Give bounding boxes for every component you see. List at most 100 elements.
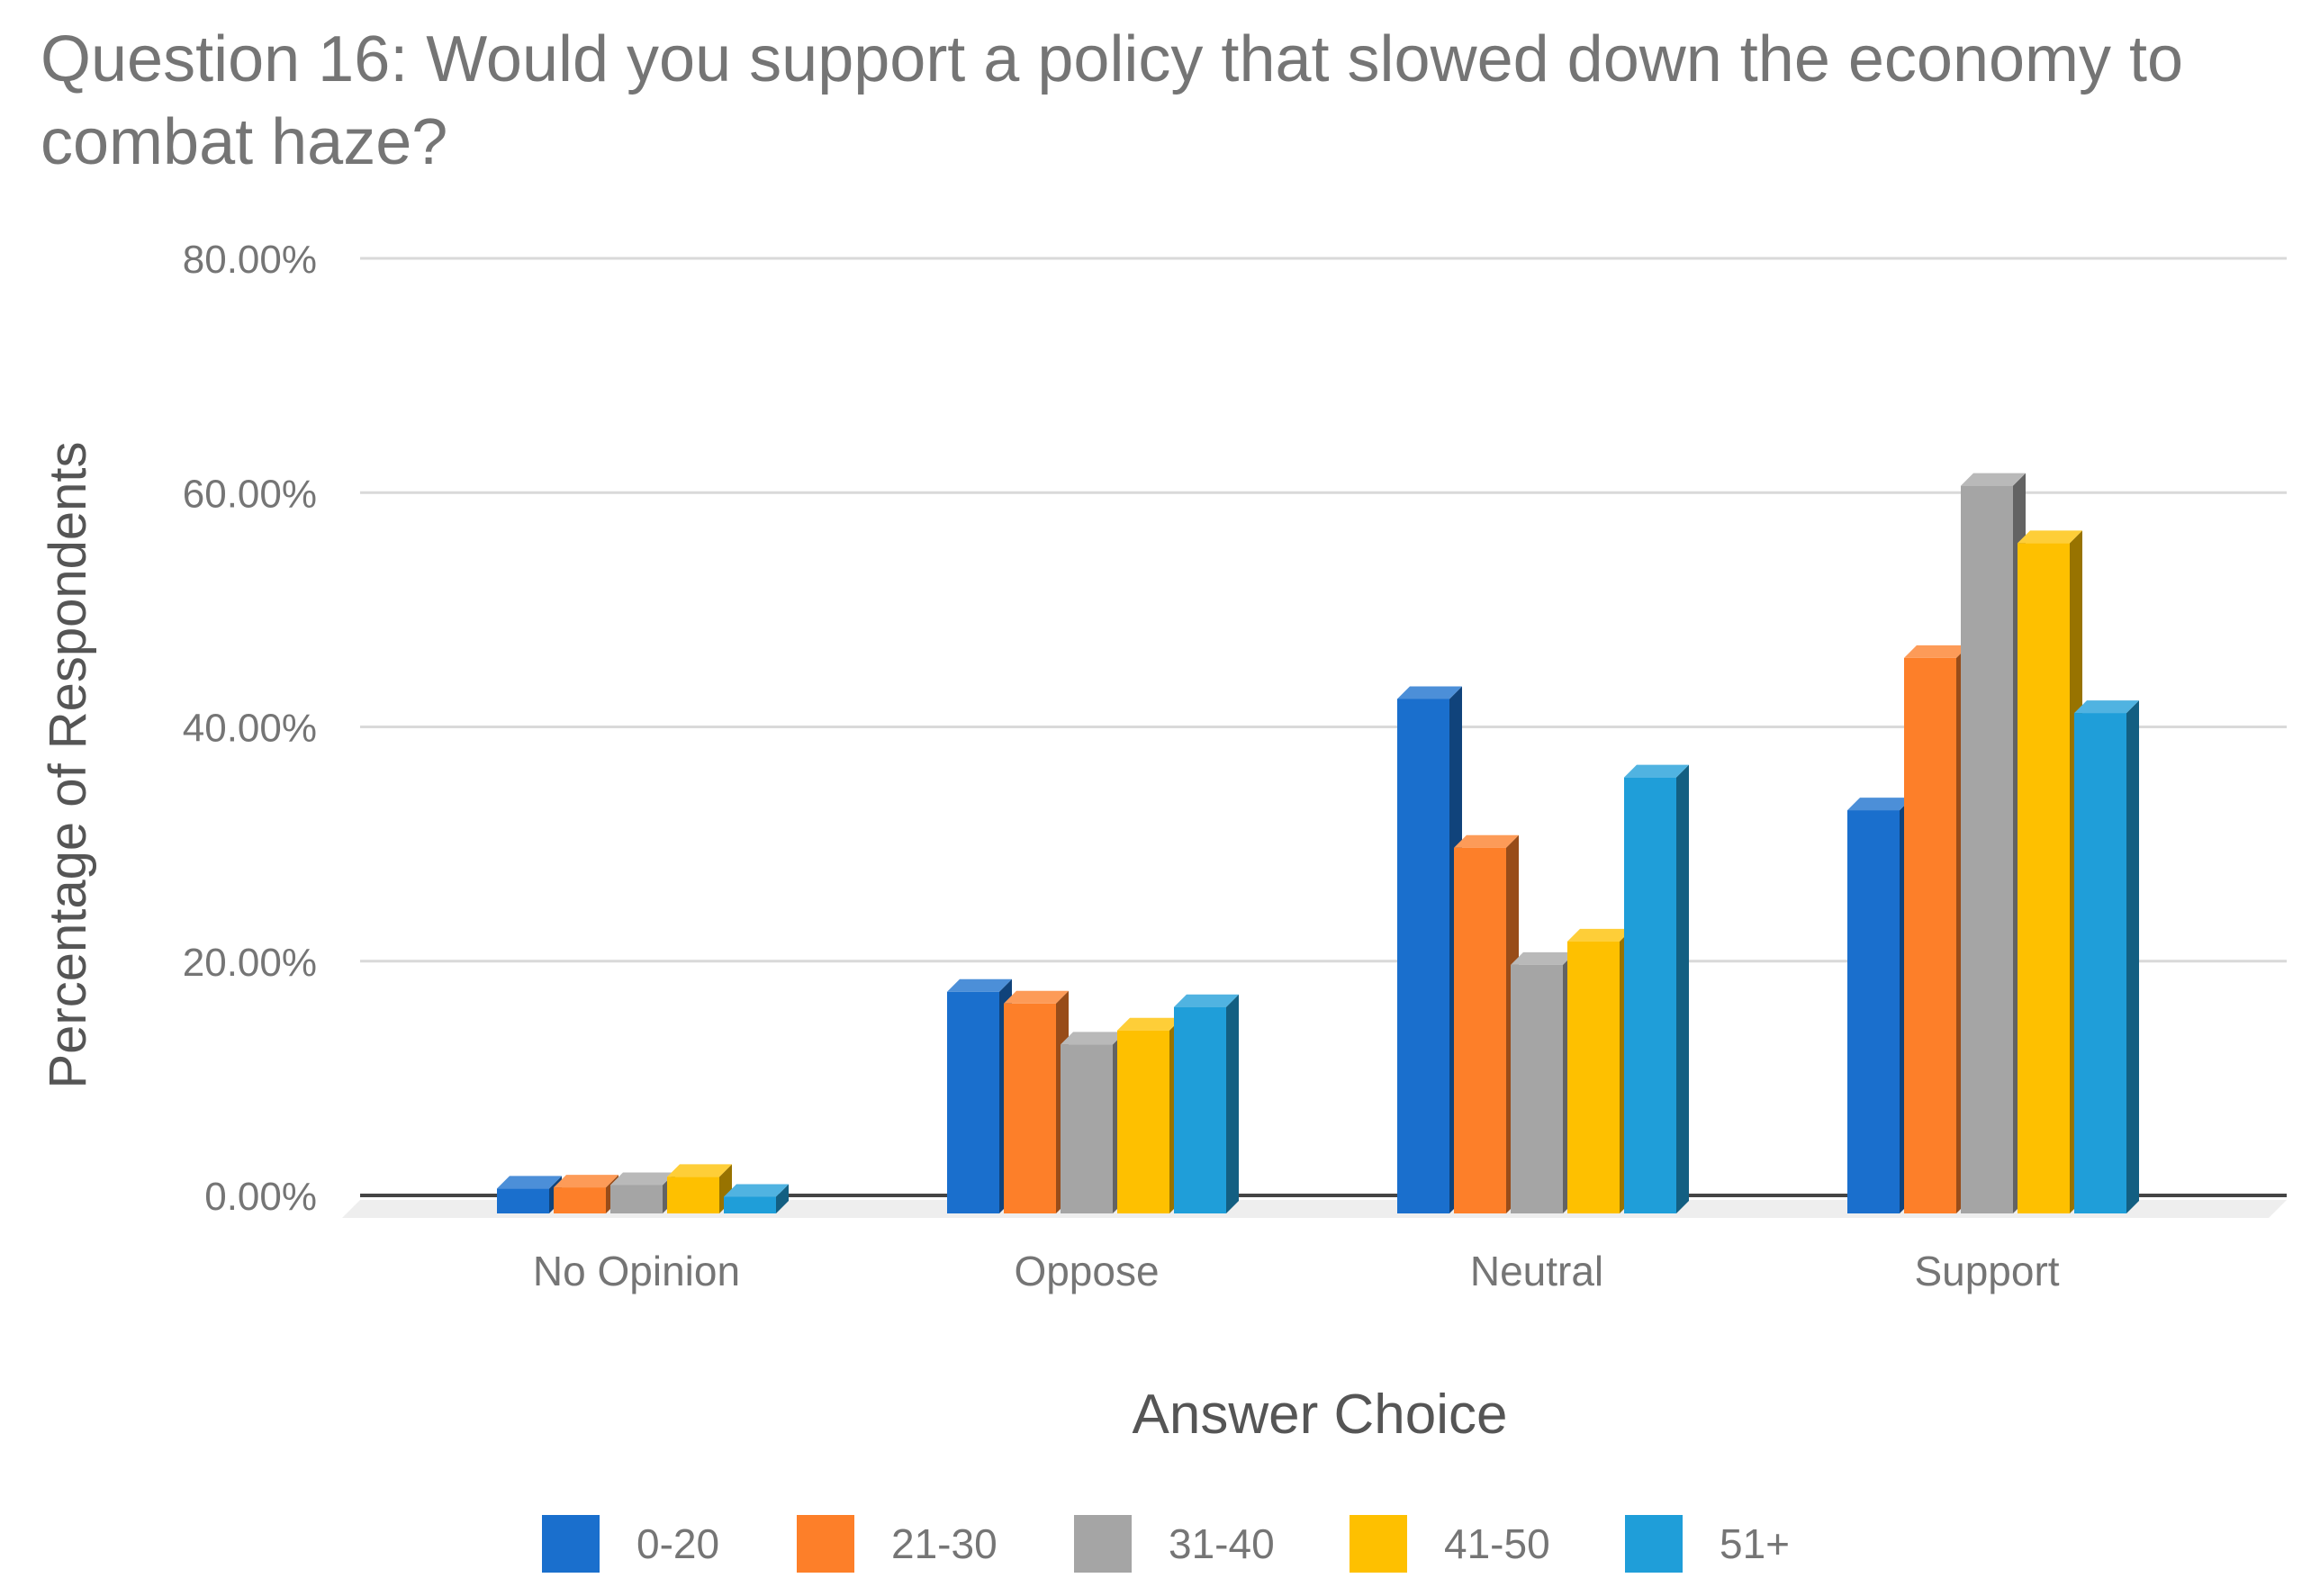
bar-front	[1117, 1030, 1169, 1213]
bar	[1174, 994, 1239, 1213]
bar-front	[1454, 847, 1506, 1213]
bar-front	[1061, 1044, 1113, 1213]
bar-front	[1397, 699, 1449, 1213]
y-tick-label: 20.00%	[183, 941, 317, 985]
bar-top	[1174, 994, 1239, 1007]
bar-top	[1567, 928, 1632, 942]
bar-top	[2074, 700, 2139, 714]
bar	[1454, 834, 1519, 1213]
bar-front	[1567, 941, 1620, 1213]
x-tick-label: Neutral	[1470, 1248, 1603, 1294]
bar-side	[1226, 994, 1239, 1213]
bar	[1567, 928, 1632, 1213]
bar-front	[1174, 1006, 1226, 1213]
legend-item: 51+	[1625, 1515, 1790, 1573]
bar-front	[610, 1185, 663, 1213]
legend-swatch	[1625, 1515, 1683, 1573]
legend-swatch	[797, 1515, 854, 1573]
y-tick-label: 80.00%	[183, 238, 317, 282]
x-tick-label: Support	[1914, 1248, 2059, 1294]
bar-top	[1511, 951, 1575, 965]
bar	[2074, 700, 2139, 1213]
y-tick-label: 60.00%	[183, 472, 317, 516]
bar	[1061, 1032, 1125, 1213]
bar	[1904, 645, 1969, 1213]
bar-top	[2018, 530, 2082, 544]
legend: 0-20 21-30 31-40 41-50 51+	[542, 1515, 1790, 1573]
bar	[1004, 990, 1069, 1213]
bar	[667, 1164, 732, 1213]
bar-front	[554, 1187, 606, 1213]
legend-swatch	[542, 1515, 600, 1573]
bar-front	[2074, 713, 2126, 1213]
chart-title-line-1: Question 16: Would you support a policy …	[41, 23, 2183, 95]
legend-swatch	[1350, 1515, 1407, 1573]
bar-top	[947, 978, 1012, 992]
chart-floor	[342, 1200, 2287, 1218]
legend-item: 21-30	[797, 1515, 998, 1573]
bar-top	[1117, 1017, 1182, 1031]
bar-front	[497, 1188, 549, 1213]
bar-top	[1847, 798, 1912, 811]
legend-item: 41-50	[1350, 1515, 1550, 1573]
bar-front	[947, 991, 999, 1213]
bar	[1961, 473, 2026, 1213]
legend-label: 21-30	[891, 1520, 998, 1567]
bar	[2018, 530, 2082, 1213]
bar	[724, 1184, 789, 1213]
bar-side	[1676, 764, 1689, 1213]
x-axis-ticks: No Opinion Oppose Neutral Support	[533, 1248, 2060, 1294]
bar-top	[1961, 473, 2026, 486]
bars	[497, 473, 2139, 1213]
legend-label: 0-20	[636, 1520, 719, 1567]
bar-front	[724, 1196, 776, 1213]
bar-side	[776, 1184, 789, 1213]
bar	[1511, 951, 1575, 1213]
legend-item: 0-20	[542, 1515, 719, 1573]
y-tick-label: 0.00%	[204, 1175, 317, 1219]
bar	[497, 1176, 562, 1213]
bar-top	[610, 1172, 675, 1186]
bar-group-support	[1847, 473, 2139, 1213]
bar-top	[1904, 645, 1969, 658]
legend-label: 51+	[1720, 1520, 1790, 1567]
bar	[1847, 798, 1912, 1213]
legend-swatch	[1074, 1515, 1132, 1573]
bar-front	[1847, 810, 1900, 1213]
y-axis-ticks: 0.00% 20.00% 40.00% 60.00% 80.00%	[183, 238, 317, 1219]
bar	[610, 1172, 675, 1213]
chart-title: Question 16: Would you support a policy …	[41, 23, 2183, 178]
bar-top	[667, 1164, 732, 1177]
x-tick-label: Oppose	[1014, 1248, 1159, 1294]
bar-group-oppose	[947, 978, 1239, 1213]
bar-group-no-opinion	[497, 1164, 789, 1213]
bar-top	[724, 1184, 789, 1197]
bar-front	[1961, 485, 2013, 1213]
bar-front	[1004, 1003, 1056, 1213]
y-axis-label: Percentage of Respondents	[39, 441, 97, 1088]
bar-front	[1904, 657, 1956, 1213]
legend-label: 31-40	[1169, 1520, 1275, 1567]
bar	[1624, 764, 1689, 1213]
bar-front	[2018, 543, 2070, 1213]
y-tick-label: 40.00%	[183, 707, 317, 751]
bar-top	[1397, 686, 1462, 699]
bar	[554, 1175, 618, 1213]
x-axis-label: Answer Choice	[1133, 1384, 1508, 1446]
bar-top	[497, 1176, 562, 1189]
chart-title-line-2: combat haze?	[41, 106, 447, 178]
bar	[1117, 1017, 1182, 1213]
bar-top	[554, 1175, 618, 1188]
bar-top	[1624, 764, 1689, 778]
bar-side	[2126, 700, 2139, 1213]
legend-item: 31-40	[1074, 1515, 1275, 1573]
bar-front	[1624, 777, 1676, 1213]
bar-top	[1061, 1032, 1125, 1045]
bar	[1397, 686, 1462, 1213]
bar	[947, 978, 1012, 1213]
legend-label: 41-50	[1444, 1520, 1550, 1567]
bar-front	[667, 1177, 719, 1213]
bar-front	[1511, 964, 1563, 1213]
